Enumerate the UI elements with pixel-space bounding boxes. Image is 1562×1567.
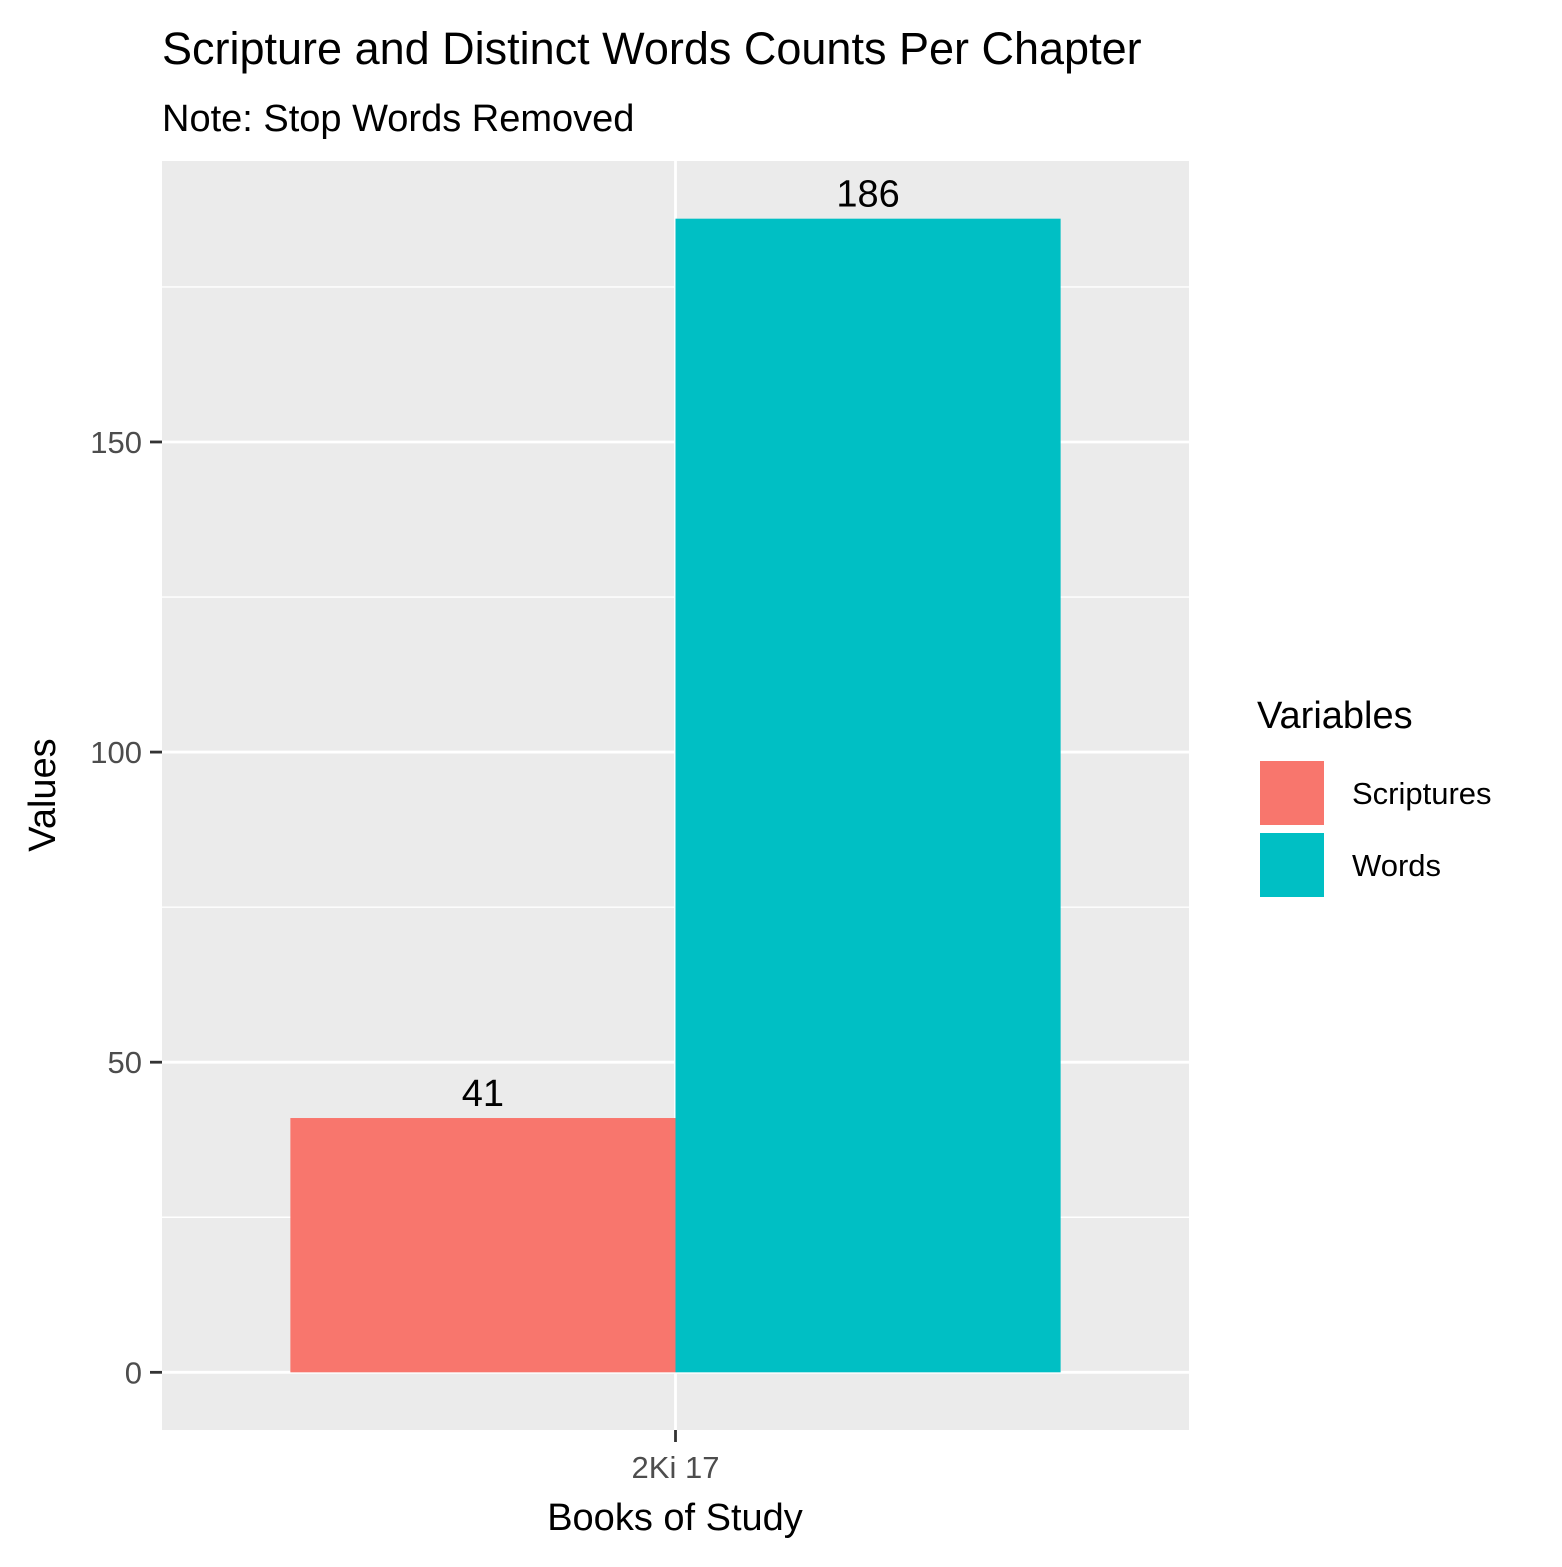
bar-data-label: 186 xyxy=(836,174,899,216)
legend: Variables Scriptures Words xyxy=(1257,695,1492,899)
y-tick-label: 100 xyxy=(90,735,142,770)
legend-key-words xyxy=(1258,831,1326,899)
bar-labels: 41 186 xyxy=(462,174,900,1115)
bar-words xyxy=(675,218,1061,1373)
legend-key-scriptures xyxy=(1258,759,1326,827)
legend-label-words: Words xyxy=(1352,848,1441,883)
y-tick-label: 50 xyxy=(108,1045,142,1080)
x-axis-title: Books of Study xyxy=(547,1497,803,1539)
chart-title: Scripture and Distinct Words Counts Per … xyxy=(162,23,1142,74)
legend-label-scriptures: Scriptures xyxy=(1352,776,1492,811)
bars xyxy=(290,218,1061,1373)
chart-subtitle: Note: Stop Words Removed xyxy=(162,98,634,140)
y-tick-label: 150 xyxy=(90,425,142,460)
x-axis: 2Ki 17 xyxy=(632,1430,720,1485)
y-axis: 0 50 100 150 xyxy=(90,425,162,1390)
y-axis-title: Values xyxy=(22,738,64,851)
y-tick-label: 0 xyxy=(125,1355,142,1390)
legend-title: Variables xyxy=(1257,695,1413,737)
bar-data-label: 41 xyxy=(462,1073,504,1115)
x-tick-label: 2Ki 17 xyxy=(632,1450,720,1485)
bar-scriptures xyxy=(290,1118,676,1373)
